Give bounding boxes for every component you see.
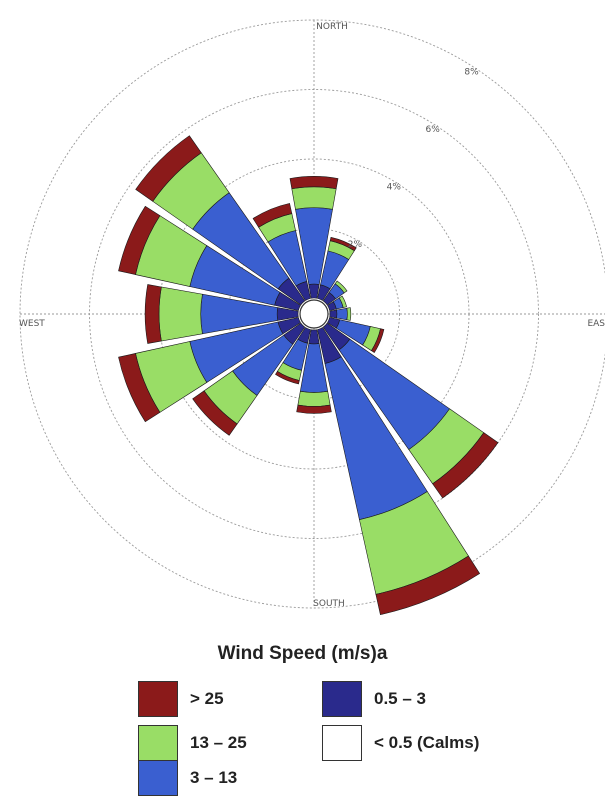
legend-label-3-to-13: 3 – 13 [190,768,238,787]
petal-nnw-bin-3 [252,203,293,228]
petal-nw-bin-3 [135,135,202,202]
legend-label-above-25: > 25 [190,689,224,708]
petal-ssw-bin-3 [275,371,300,385]
petal-s-bin-3 [296,404,332,414]
legend-swatch-0-5-to-3 [322,681,362,717]
petal-n-bin-2 [291,186,337,210]
direction-label-west: WEST [19,319,45,329]
legend-item-3-to-13: 3 – 13 [138,760,237,796]
petal-ene-bin-2 [338,295,347,308]
petal-wsw-bin-3 [118,353,161,423]
ring-label-2pct: 2% [348,240,363,250]
petal-ese-bin-3 [371,328,385,353]
legend-swatch-above-25 [138,681,178,717]
legend-label-0-5-to-3: 0.5 – 3 [374,689,426,708]
legend-label-13-to-25: 13 – 25 [190,733,247,752]
direction-label-north: NORTH [316,22,348,32]
legend-swatch-13-to-25 [138,725,178,761]
petal-e-bin-0 [329,309,338,319]
wind-rose-chart: NORTH SOUTH WEST EAS 2% 4% 6% 8% [19,19,605,616]
legend-label-calms: < 0.5 (Calms) [374,733,480,752]
legend-item-above-25: > 25 [138,681,224,717]
legend-item-0-5-to-3: 0.5 – 3 [322,681,426,717]
petal-nne-bin-3 [329,236,357,252]
legend-title: Wind Speed (m/s)a [217,643,388,664]
legend-item-13-to-25: 13 – 25 [138,725,247,761]
ring-label-6pct: 6% [426,125,441,135]
petal-s-bin-2 [297,390,331,407]
petal-w-bin-3 [144,284,162,344]
direction-label-south: SOUTH [313,599,345,609]
calm-circle [299,299,329,329]
ring-label-8pct: 8% [464,67,479,77]
ring-label-4pct: 4% [387,182,402,192]
petal-w-bin-2 [158,286,203,342]
wind-petals [118,135,499,616]
legend-swatch-calms [322,725,362,761]
legend-swatch-3-to-13 [138,760,178,796]
petal-sw-bin-3 [192,390,238,436]
petal-wnw-bin-3 [118,205,161,275]
petal-se-bin-3 [432,432,499,499]
direction-label-east: EAS [587,319,605,329]
petal-e-bin-1 [336,307,348,321]
petal-sse-bin-3 [375,555,481,616]
petal-e-bin-2 [346,307,352,321]
petal-n-bin-3 [289,176,339,190]
petal-ne-bin-2 [334,280,348,294]
legend-item-calms: < 0.5 (Calms) [322,725,479,761]
